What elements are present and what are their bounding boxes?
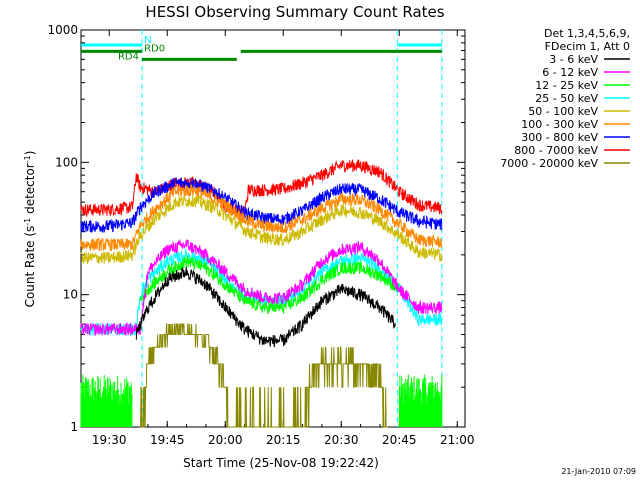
y-tick-label: 1000 (47, 23, 78, 37)
legend: Det 1,3,4,5,6,9,FDecim 1, Att 03 - 6 keV… (500, 27, 630, 170)
legend-label: 100 - 300 keV (521, 118, 598, 131)
series-line-50-100-kev (80, 194, 443, 265)
chart-marks: 19:30 19:45 20:00 20:15 20:30 20:45 21:00 1 10 10… (47, 23, 474, 447)
legend-label: 800 - 7000 keV (514, 144, 598, 157)
flag-label-rd0: RD0 (144, 43, 165, 54)
y-tick-label: 10 (63, 288, 78, 302)
flag-label-rd4: RD4 (118, 51, 139, 62)
legend-header: Det 1,3,4,5,6,9, (544, 27, 630, 40)
legend-header: FDecim 1, Att 0 (545, 40, 630, 53)
series-line-25-50-kev (80, 248, 443, 337)
series-line-100-300-kev (80, 184, 443, 252)
series-line-12-25-kev (139, 255, 400, 315)
x-tick-label: 20:00 (208, 433, 243, 447)
legend-label: 300 - 800 keV (521, 131, 598, 144)
legend-label: 50 - 100 keV (528, 105, 598, 118)
legend-label: 25 - 50 keV (535, 92, 598, 105)
x-tick-label: 20:30 (324, 433, 359, 447)
series-line-300-800-kev (80, 176, 443, 233)
legend-label: 12 - 25 keV (535, 79, 598, 92)
noise-segment-12-25-kev (398, 374, 443, 427)
y-tick-label: 1 (70, 420, 78, 434)
noise-segment-12-25-kev (80, 374, 133, 427)
y-tick-label: 100 (55, 155, 78, 169)
legend-label: 3 - 6 keV (549, 53, 598, 66)
x-axis-label: Start Time (25-Nov-08 19:22:42) (183, 456, 379, 470)
x-tick-label: 19:30 (92, 433, 127, 447)
series-line-800-7000-kev (80, 159, 443, 218)
legend-label: 6 - 12 keV (542, 66, 598, 79)
x-tick-label: 20:15 (266, 433, 301, 447)
flag-label-n: N (144, 35, 151, 46)
series-line-7000-20000-kev (140, 323, 388, 428)
y-axis-label: Count Rate (s-1 detector-1) (23, 151, 37, 308)
legend-label: 7000 - 20000 keV (500, 157, 598, 170)
chart-title: HESSI Observing Summary Count Rates (145, 3, 444, 21)
x-tick-label: 21:00 (440, 433, 475, 447)
x-tick-label: 20:45 (382, 433, 417, 447)
x-tick-label: 19:45 (150, 433, 185, 447)
series-line-3-6-kev (135, 266, 396, 348)
timestamp-stamp: 21-Jan-2010 07:09 (561, 467, 636, 476)
